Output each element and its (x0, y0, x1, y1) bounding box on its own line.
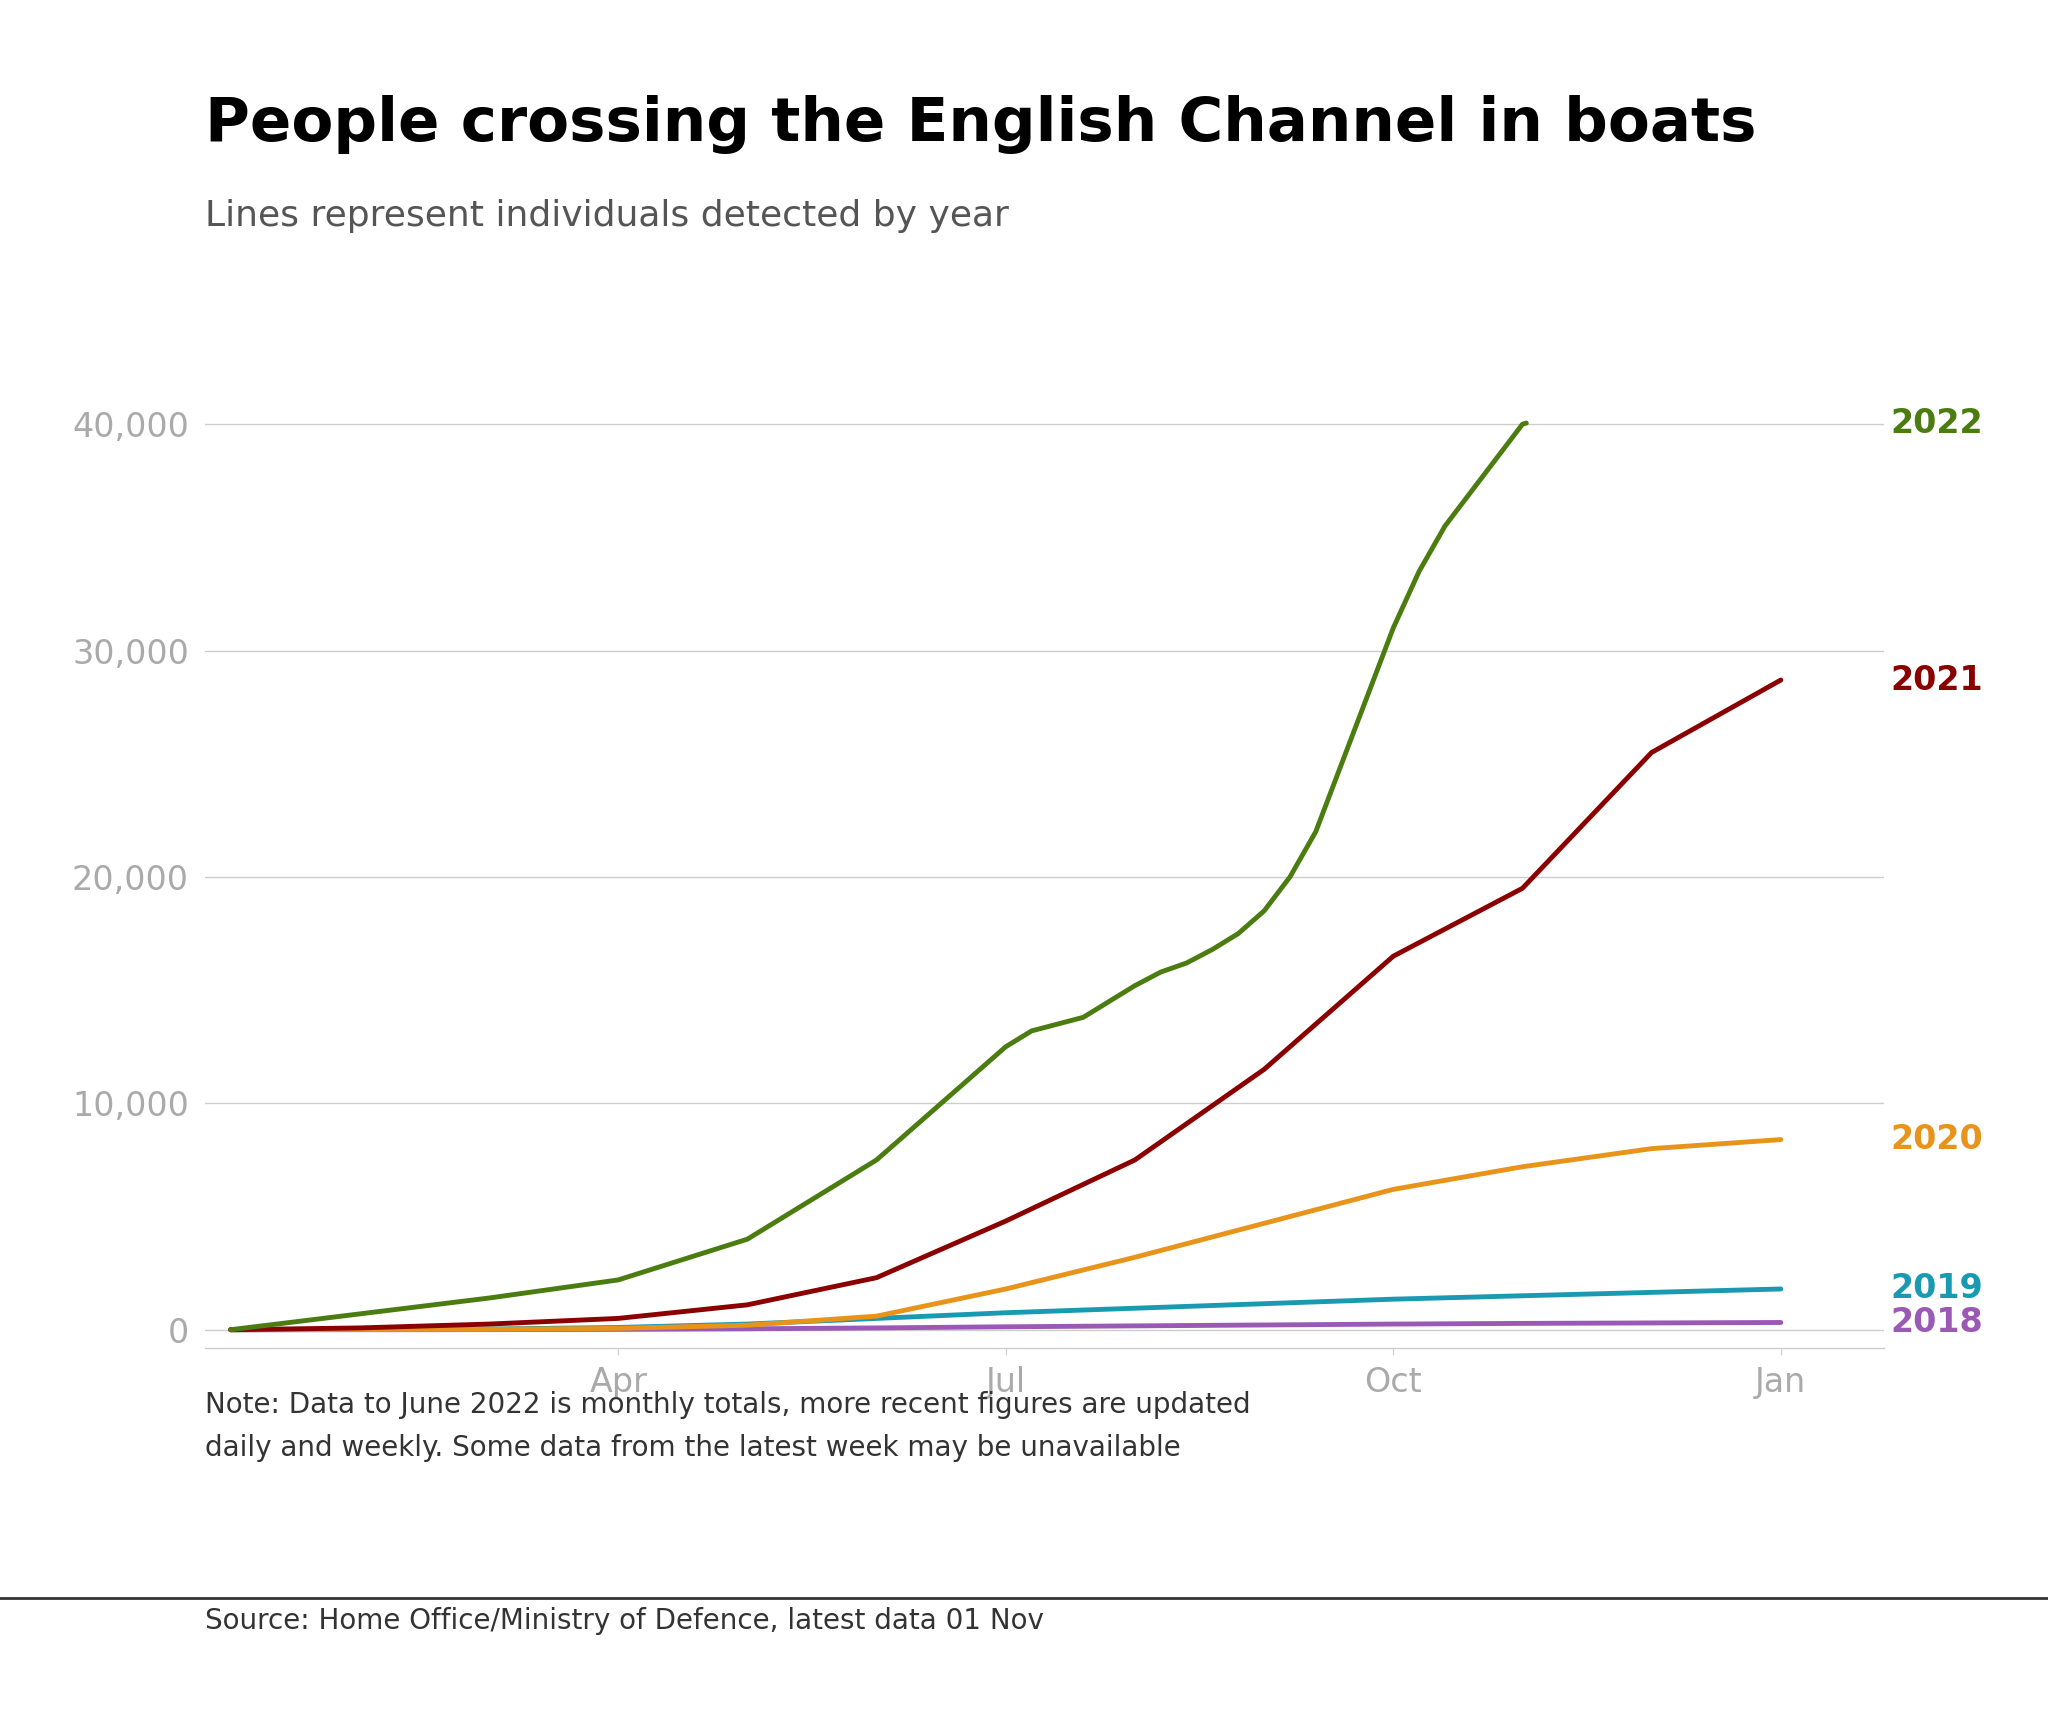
Text: 2020: 2020 (1890, 1123, 1982, 1156)
Text: 2021: 2021 (1890, 664, 1982, 696)
Text: C: C (1952, 1652, 1972, 1680)
Text: 2019: 2019 (1890, 1272, 1982, 1305)
Text: B: B (1763, 1652, 1784, 1680)
Text: Note: Data to June 2022 is monthly totals, more recent figures are updated
daily: Note: Data to June 2022 is monthly total… (205, 1391, 1251, 1462)
Text: Lines represent individuals detected by year: Lines represent individuals detected by … (205, 199, 1010, 233)
Text: People crossing the English Channel in boats: People crossing the English Channel in b… (205, 95, 1757, 154)
Text: Source: Home Office/Ministry of Defence, latest data 01 Nov: Source: Home Office/Ministry of Defence,… (205, 1607, 1044, 1635)
Text: B: B (1858, 1652, 1878, 1680)
Text: 2022: 2022 (1890, 406, 1982, 439)
Text: 2018: 2018 (1890, 1306, 1982, 1339)
